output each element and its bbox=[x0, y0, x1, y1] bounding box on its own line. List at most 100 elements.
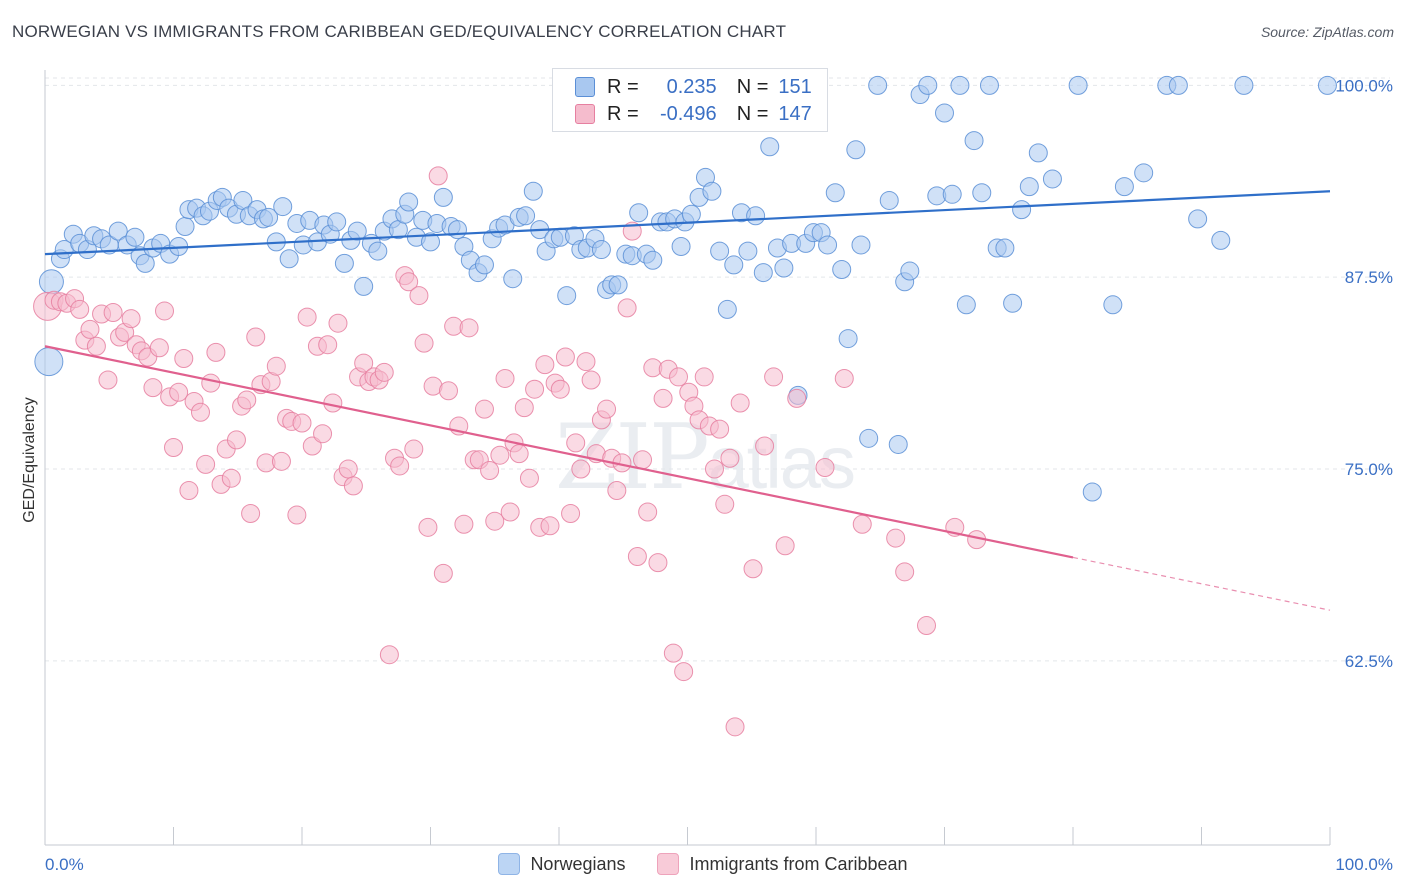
norwegian-point bbox=[474, 255, 494, 275]
norwegian-point bbox=[608, 275, 628, 295]
caribbean-point bbox=[627, 546, 647, 566]
caribbean-point bbox=[206, 342, 226, 362]
caribbean-point bbox=[674, 662, 694, 682]
caribbean-point bbox=[710, 419, 730, 439]
caribbean-point bbox=[313, 424, 333, 444]
caribbean-point bbox=[525, 379, 545, 399]
legend-n-value: 147 bbox=[778, 102, 812, 125]
norwegian-point bbox=[347, 221, 367, 241]
norwegian-point bbox=[1042, 169, 1062, 189]
caribbean-point bbox=[86, 336, 106, 356]
norwegian-point bbox=[859, 428, 879, 448]
series-swatch-pink bbox=[657, 853, 680, 875]
caribbean-point bbox=[226, 430, 246, 450]
norwegian-point bbox=[942, 184, 962, 204]
caribbean-point bbox=[607, 480, 627, 500]
caribbean-point bbox=[555, 347, 575, 367]
norwegian-point bbox=[900, 261, 920, 281]
caribbean-point bbox=[663, 643, 683, 663]
caribbean-point bbox=[318, 335, 338, 355]
caribbean-point bbox=[669, 367, 689, 387]
caribbean-point bbox=[266, 356, 286, 376]
norwegian-point bbox=[334, 253, 354, 273]
norwegian-point bbox=[724, 255, 744, 275]
caribbean-point bbox=[815, 457, 835, 477]
caribbean-point bbox=[638, 502, 658, 522]
norwegian-point bbox=[774, 258, 794, 278]
norwegian-point bbox=[175, 217, 195, 237]
norwegian-point bbox=[557, 286, 577, 306]
norwegian-point bbox=[746, 206, 766, 226]
caribbean-point bbox=[917, 616, 937, 636]
caribbean-trend-extension bbox=[1072, 556, 1331, 611]
caribbean-point bbox=[169, 382, 189, 402]
norwegian-point bbox=[972, 183, 992, 203]
norwegian-point bbox=[950, 75, 970, 95]
norwegian-point bbox=[38, 269, 64, 295]
caribbean-point bbox=[390, 456, 410, 476]
caribbean-point bbox=[550, 379, 570, 399]
x-tick-label-left: 0.0% bbox=[45, 855, 84, 874]
caribbean-point bbox=[433, 563, 453, 583]
norwegian-point bbox=[935, 103, 954, 123]
norwegian-point bbox=[368, 241, 388, 261]
caribbean-point bbox=[509, 444, 529, 464]
caribbean-point bbox=[834, 368, 854, 388]
caribbean-point bbox=[725, 717, 745, 737]
legend-r-value: -0.496 bbox=[659, 102, 717, 125]
caribbean-point bbox=[287, 505, 307, 525]
caribbean-point bbox=[459, 318, 479, 338]
norwegian-point bbox=[108, 221, 128, 241]
norwegian-point bbox=[1103, 295, 1123, 315]
caribbean-point bbox=[480, 461, 500, 481]
norwegian-point bbox=[503, 269, 523, 289]
legend-swatch-blue bbox=[575, 77, 595, 97]
norwegian-point bbox=[979, 75, 999, 95]
caribbean-point bbox=[241, 504, 261, 524]
caribbean-point bbox=[201, 373, 221, 393]
caribbean-point bbox=[221, 468, 241, 488]
caribbean-point bbox=[571, 459, 591, 479]
norwegian-point bbox=[918, 75, 938, 95]
caribbean-point bbox=[121, 309, 141, 329]
caribbean-point bbox=[576, 352, 596, 372]
legend-row-caribbean: R = -0.496 N = 147 bbox=[575, 100, 812, 128]
legend-row-norwegians: R = 0.235 N = 151 bbox=[575, 73, 812, 101]
caribbean-point bbox=[414, 333, 434, 353]
norwegian-point bbox=[591, 240, 611, 260]
caribbean-point bbox=[354, 353, 374, 373]
caribbean-point bbox=[103, 302, 123, 322]
caribbean-point bbox=[246, 327, 266, 347]
norwegian-point bbox=[717, 299, 737, 319]
norwegian-point bbox=[273, 197, 293, 217]
norwegian-point bbox=[643, 250, 663, 270]
source-credit: Source: ZipAtlas.com bbox=[1260, 24, 1394, 40]
caribbean-point bbox=[500, 502, 520, 522]
norwegian-point bbox=[516, 206, 536, 226]
caribbean-point bbox=[730, 393, 750, 413]
caribbean-point bbox=[428, 166, 448, 186]
norwegian-point bbox=[1028, 143, 1048, 163]
caribbean-point bbox=[886, 528, 906, 548]
norwegian-point bbox=[259, 207, 279, 227]
caribbean-point bbox=[743, 559, 763, 579]
caribbean-point bbox=[179, 480, 199, 500]
series-swatch-blue bbox=[498, 853, 521, 875]
norwegian-point bbox=[421, 232, 440, 252]
norwegian-point bbox=[1012, 200, 1032, 220]
norwegian-point bbox=[1188, 209, 1208, 229]
norwegian-point bbox=[753, 263, 773, 283]
norwegian-point bbox=[964, 131, 984, 151]
caribbean-point bbox=[196, 454, 216, 474]
caribbean-point bbox=[597, 399, 617, 419]
caribbean-point bbox=[374, 362, 394, 382]
caribbean-point bbox=[409, 286, 429, 306]
caribbean-point bbox=[535, 355, 555, 375]
y-axis-label: GED/Equivalency bbox=[21, 397, 38, 523]
caribbean-point bbox=[404, 439, 424, 459]
norwegian-point bbox=[671, 236, 691, 256]
series-legend: Norwegians Immigrants from Caribbean bbox=[0, 850, 1406, 878]
norwegian-point bbox=[818, 235, 838, 255]
caribbean-point bbox=[852, 514, 872, 534]
